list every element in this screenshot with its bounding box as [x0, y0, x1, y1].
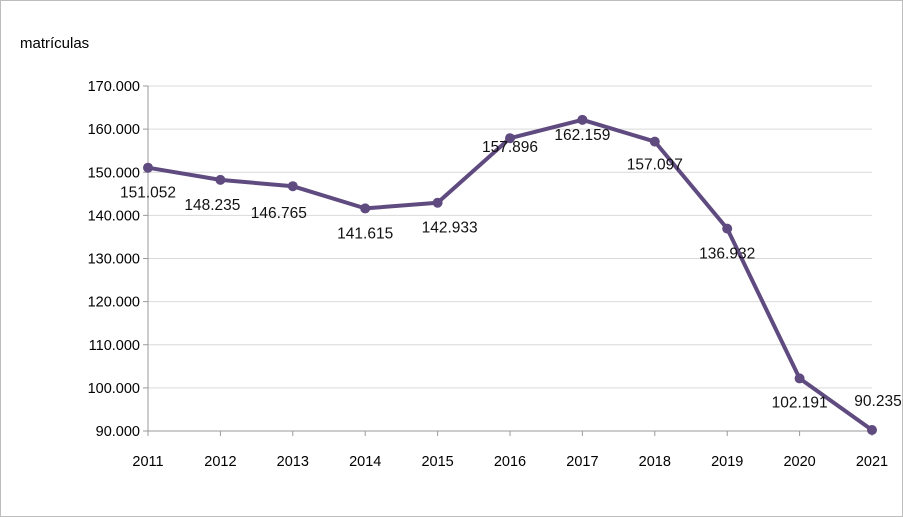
y-axis-title: matrículas	[20, 35, 89, 52]
series-line	[146, 117, 874, 432]
y-tick-label: 100.000	[88, 381, 140, 397]
x-tick-label: 2017	[566, 454, 598, 470]
y-tick-labels: 90.000 100.000 110.000 120.000 130.000 140.00…	[88, 79, 140, 440]
data-labels: 151.052 148.235 146.765 141.615 142.933 157.8…	[120, 127, 902, 412]
data-point	[143, 162, 153, 173]
y-tick-label: 110.000	[89, 338, 140, 354]
data-point	[505, 133, 515, 144]
data-point	[360, 203, 371, 214]
x-tick-labels: 2011 2012 2013 2014 2015 2016 2017 2018 2019 2020…	[132, 454, 888, 470]
y-tick-label: 160.000	[88, 122, 140, 138]
x-tick-label: 2014	[349, 454, 381, 470]
x-tick-label: 2013	[277, 454, 309, 470]
data-point	[577, 114, 588, 125]
data-point	[649, 136, 660, 147]
x-tick-label: 2019	[711, 454, 743, 470]
x-tick-label: 2020	[783, 454, 815, 470]
series	[146, 117, 874, 432]
data-label: 151.052	[120, 185, 176, 202]
data-label: 136.932	[699, 246, 755, 263]
data-label: 146.765	[251, 205, 307, 222]
x-tick-label: 2012	[204, 454, 236, 470]
y-tick-label: 120.000	[88, 295, 140, 311]
data-label: 148.235	[184, 197, 240, 214]
gridlines	[148, 85, 872, 389]
y-tick-label: 140.000	[88, 208, 140, 224]
x-tick-label: 2011	[132, 454, 163, 470]
data-label: 90.235	[854, 393, 901, 410]
data-points	[143, 114, 877, 435]
data-point	[867, 424, 877, 435]
data-label: 157.896	[482, 139, 538, 156]
data-point	[287, 181, 298, 192]
y-tick-label: 170.000	[88, 79, 140, 95]
data-point	[794, 373, 805, 384]
data-point	[432, 197, 443, 208]
data-point	[215, 174, 226, 185]
x-tick-label: 2018	[639, 454, 671, 470]
x-tick-label: 2015	[421, 454, 453, 470]
x-tick-label: 2021	[856, 454, 888, 470]
data-label: 141.615	[337, 225, 393, 242]
data-label: 162.159	[554, 127, 610, 144]
data-label: 102.191	[772, 394, 828, 411]
y-tick-label: 130.000	[88, 252, 140, 268]
data-point	[722, 223, 733, 234]
data-label: 157.097	[627, 157, 683, 174]
x-tick-label: 2016	[494, 454, 526, 470]
y-tick-label: 150.000	[88, 165, 140, 181]
data-label: 142.933	[422, 220, 478, 237]
axes	[143, 85, 873, 436]
y-tick-label: 90.000	[96, 424, 140, 440]
